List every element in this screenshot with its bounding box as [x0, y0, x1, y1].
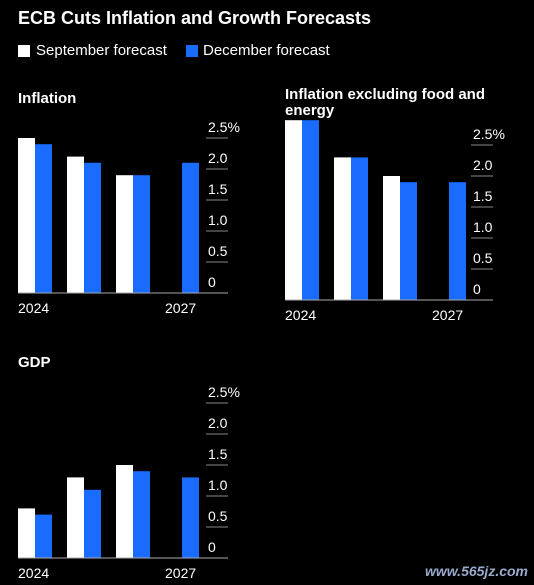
y-tick-label: 1.5: [208, 181, 228, 197]
y-tick-label: 2.0: [208, 415, 228, 431]
y-tick-label: 2.0: [473, 157, 493, 173]
chart-title: ECB Cuts Inflation and Growth Forecasts: [18, 8, 372, 28]
bar: [67, 477, 84, 558]
bar: [400, 182, 417, 300]
x-tick-label: 2027: [432, 307, 463, 323]
legend-swatch: [186, 45, 198, 57]
bar: [67, 156, 84, 293]
bar: [182, 162, 199, 293]
panel-title: Inflation excluding food and energy: [285, 86, 485, 119]
legend-label: December forecast: [203, 42, 330, 59]
x-tick-label: 2027: [165, 300, 196, 316]
bar: [35, 144, 52, 293]
bar: [182, 477, 199, 558]
x-tick-label: 2024: [285, 307, 316, 323]
y-tick-label: 1.0: [473, 219, 493, 235]
y-tick-label: 2.5%: [208, 119, 240, 135]
y-tick-label: 0.5: [208, 243, 228, 259]
y-tick-label: 0: [473, 281, 481, 297]
y-tick-label: 0: [208, 274, 216, 290]
y-tick-label: 1.0: [208, 477, 228, 493]
bar: [449, 182, 466, 300]
bar: [302, 120, 319, 300]
y-tick-label: 2.0: [208, 150, 228, 166]
y-tick-label: 0: [208, 539, 216, 555]
legend-swatch: [18, 45, 30, 57]
bar: [18, 138, 35, 293]
bar: [18, 508, 35, 558]
panel-title: GDP: [18, 354, 51, 371]
bar: [116, 175, 133, 293]
bar: [383, 176, 400, 300]
x-tick-label: 2027: [165, 565, 196, 581]
legend-label: September forecast: [36, 42, 167, 59]
watermark: www.565jz.com: [425, 563, 528, 579]
bar: [285, 120, 302, 300]
y-tick-label: 0.5: [473, 250, 493, 266]
y-tick-label: 1.5: [473, 188, 493, 204]
bar: [334, 157, 351, 300]
bar: [84, 489, 101, 558]
y-tick-label: 2.5%: [473, 126, 505, 142]
bar: [84, 162, 101, 293]
x-tick-label: 2024: [18, 300, 49, 316]
bar: [133, 471, 150, 558]
y-tick-label: 0.5: [208, 508, 228, 524]
x-tick-label: 2024: [18, 565, 49, 581]
panel-title: Inflation: [18, 90, 77, 107]
bar: [35, 514, 52, 558]
y-tick-label: 1.5: [208, 446, 228, 462]
y-tick-label: 2.5%: [208, 384, 240, 400]
y-tick-label: 1.0: [208, 212, 228, 228]
bar: [351, 157, 368, 300]
bar: [116, 465, 133, 558]
bar: [133, 175, 150, 293]
